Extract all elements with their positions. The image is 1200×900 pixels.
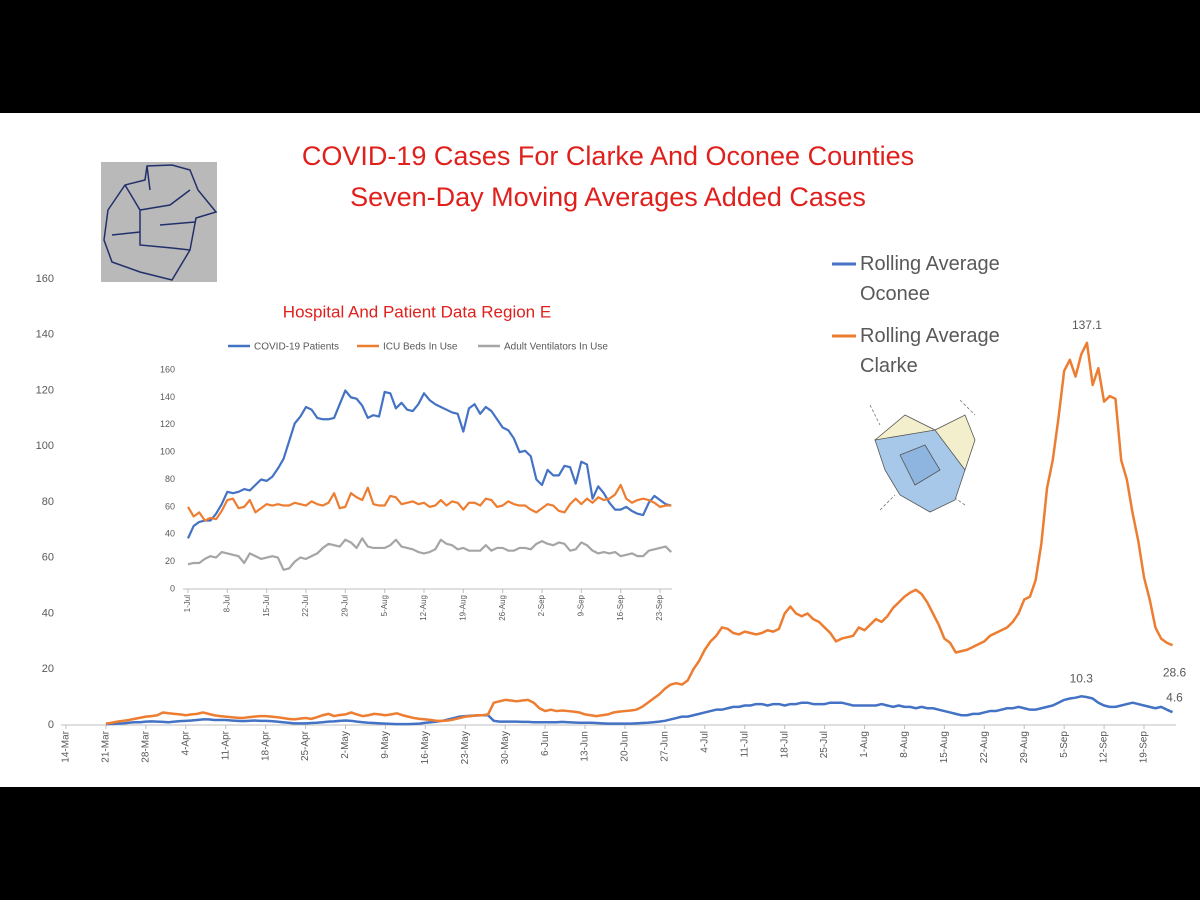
x-tick-label: 2-Sep — [537, 594, 546, 616]
x-tick-label: 27-Jun — [660, 731, 671, 762]
y-tick-label: 120 — [160, 419, 175, 429]
legend-label: Rolling Average Oconee — [860, 253, 1000, 305]
x-tick-label: 22-Aug — [979, 731, 990, 763]
legend-label: Adult Ventilators In Use — [504, 342, 608, 353]
x-tick-label: 22-Jul — [301, 595, 310, 617]
x-tick-label: 12-Aug — [419, 595, 428, 621]
chart-title: COVID-19 Cases For Clarke And Oconee Cou… — [302, 141, 914, 171]
x-tick-label: 29-Aug — [1019, 731, 1030, 763]
y-tick-label: 60 — [42, 552, 54, 564]
county-map — [869, 399, 976, 513]
series-line — [187, 537, 673, 571]
x-tick-label: 25-Apr — [300, 730, 311, 761]
x-tick-label: 11-Apr — [220, 730, 231, 760]
x-tick-label: 1-Jul — [183, 595, 192, 613]
x-tick-label: 18-Jul — [779, 731, 790, 758]
y-tick-label: 120 — [36, 384, 54, 396]
y-tick-label: 160 — [160, 364, 175, 374]
y-tick-label: 40 — [42, 607, 54, 619]
x-tick-label: 1-Aug — [859, 731, 870, 758]
x-tick-label: 15-Jul — [262, 595, 271, 617]
y-tick-label: 140 — [36, 329, 54, 341]
x-tick-label: 11-Jul — [739, 731, 750, 758]
x-tick-label: 23-Sep — [655, 594, 664, 620]
y-tick-label: 160 — [36, 273, 54, 285]
y-tick-label: 80 — [165, 474, 175, 484]
x-tick-label: 9-May — [380, 731, 391, 759]
y-tick-label: 40 — [165, 529, 175, 539]
region-map — [101, 162, 218, 282]
inset-title: Hospital And Patient Data Region E — [283, 302, 551, 321]
x-tick-label: 5-Sep — [1059, 731, 1070, 758]
x-tick-label: 16-May — [420, 731, 431, 764]
x-tick-label: 12-Sep — [1099, 731, 1110, 764]
x-tick-label: 5-Aug — [380, 595, 389, 616]
y-tick-label: 20 — [42, 663, 54, 675]
y-tick-label: 0 — [48, 719, 54, 731]
y-tick-label: 140 — [160, 392, 175, 402]
legend-label: Rolling Average Clarke — [860, 325, 1000, 377]
x-tick-label: 23-May — [460, 731, 471, 764]
x-tick-label: 4-Jul — [699, 731, 710, 753]
series-line — [187, 483, 672, 522]
x-tick-label: 16-Sep — [616, 594, 625, 620]
x-tick-label: 15-Aug — [939, 731, 950, 763]
series-line — [186, 389, 672, 539]
x-tick-label: 8-Jul — [222, 595, 231, 613]
x-tick-label: 14-Mar — [61, 730, 72, 762]
x-tick-label: 21-Mar — [101, 730, 112, 762]
x-tick-label: 6-Jun — [540, 731, 551, 756]
x-tick-label: 29-Jul — [340, 595, 349, 617]
y-tick-label: 60 — [165, 501, 175, 511]
legend-label: ICU Beds In Use — [383, 342, 458, 353]
series-line — [105, 695, 1174, 726]
x-tick-label: 30-May — [500, 731, 511, 764]
y-tick-label: 0 — [170, 583, 175, 593]
x-tick-label: 25-Jul — [819, 731, 830, 758]
y-tick-label: 100 — [160, 447, 175, 457]
y-tick-label: 20 — [165, 556, 175, 566]
x-tick-label: 13-Jun — [580, 731, 591, 762]
x-tick-label: 19-Aug — [458, 595, 467, 621]
x-tick-label: 8-Aug — [899, 731, 910, 758]
x-tick-label: 2-May — [340, 731, 351, 759]
x-tick-label: 18-Apr — [260, 730, 271, 761]
data-label: 137.1 — [1072, 318, 1102, 332]
x-tick-label: 26-Aug — [498, 595, 507, 621]
legend-label: COVID-19 Patients — [254, 342, 339, 353]
x-tick-label: 9-Sep — [576, 594, 585, 616]
chart-subtitle: Seven-Day Moving Averages Added Cases — [350, 182, 866, 212]
data-label: 10.3 — [1070, 671, 1094, 685]
x-tick-label: 4-Apr — [180, 730, 191, 755]
y-tick-label: 80 — [42, 496, 54, 508]
y-tick-label: 100 — [36, 440, 54, 452]
series-line — [105, 341, 1174, 725]
data-label: 4.6 — [1166, 690, 1183, 704]
data-label: 28.6 — [1163, 665, 1187, 679]
x-tick-label: 19-Sep — [1139, 731, 1150, 764]
x-tick-label: 20-Jun — [620, 731, 631, 762]
x-tick-label: 28-Mar — [140, 730, 151, 762]
